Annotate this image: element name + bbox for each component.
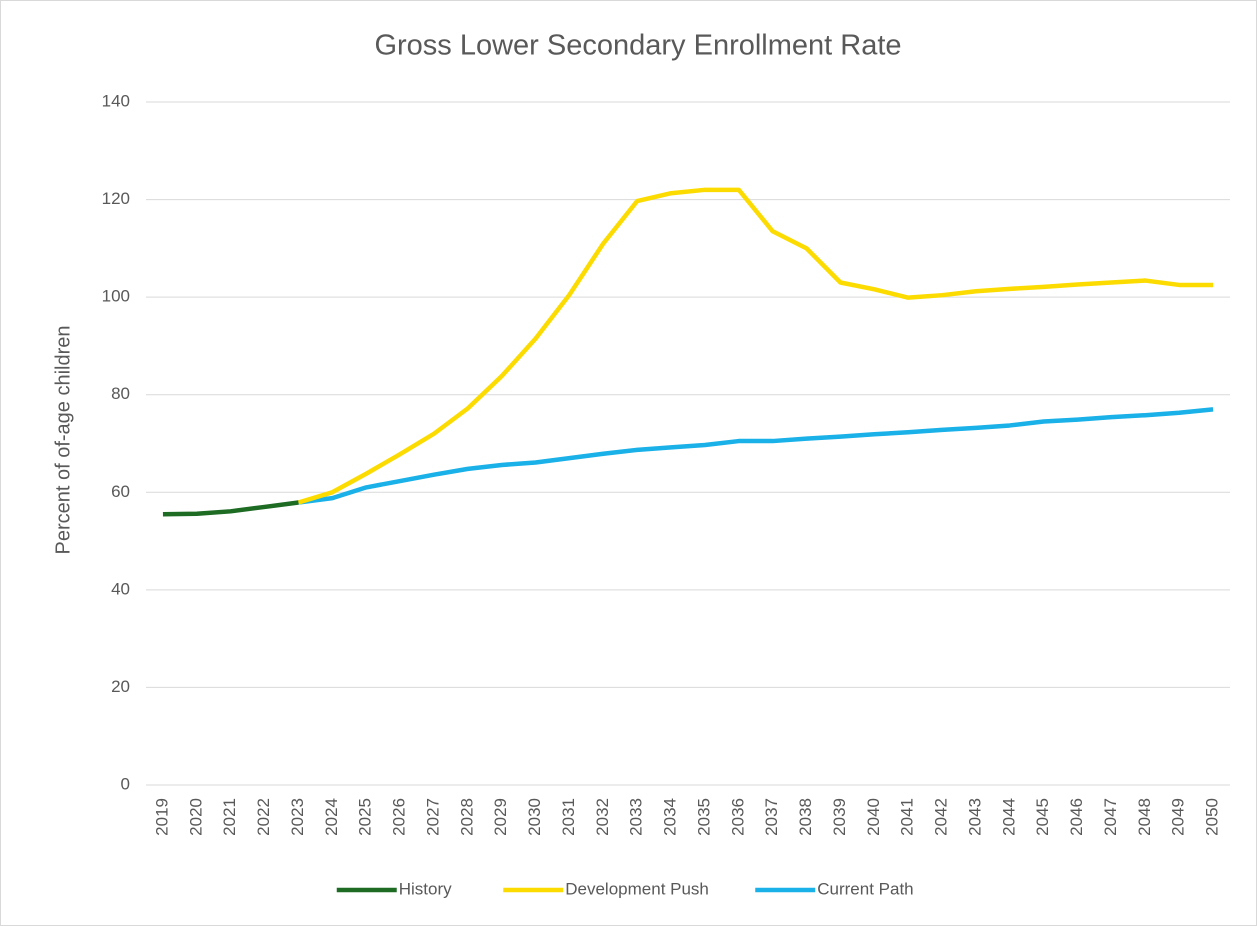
- y-axis-label: Percent of of-age children: [52, 325, 74, 554]
- x-tick-label: 2045: [1033, 798, 1052, 836]
- x-tick-label: 2024: [322, 798, 341, 836]
- x-tick-label: 2043: [965, 798, 984, 836]
- x-tick-label: 2023: [288, 798, 307, 836]
- chart-title: Gross Lower Secondary Enrollment Rate: [374, 30, 901, 62]
- x-tick-label: 2035: [694, 798, 713, 836]
- x-tick-label: 2034: [661, 798, 680, 836]
- y-tick-label: 60: [111, 482, 130, 501]
- y-tick-label: 80: [111, 384, 130, 403]
- y-tick-label: 100: [102, 287, 130, 306]
- x-tick-label: 2025: [356, 798, 375, 836]
- line-series: [297, 187, 1214, 505]
- y-tick-label: 120: [102, 189, 130, 208]
- y-tick-label: 20: [111, 677, 130, 696]
- x-tick-label: 2028: [457, 798, 476, 836]
- x-tick-label: 2033: [627, 798, 646, 836]
- x-tick-label: 2036: [728, 798, 747, 836]
- x-tick-label: 2027: [423, 798, 442, 836]
- x-tick-label: 2037: [762, 798, 781, 836]
- x-tick-label: 2046: [1067, 798, 1086, 836]
- x-tick-label: 2040: [864, 798, 883, 836]
- legend-label: History: [399, 879, 452, 898]
- x-tick-label: 2050: [1203, 798, 1222, 836]
- x-tick-label: 2030: [525, 798, 544, 836]
- x-tick-label: 2042: [932, 798, 951, 836]
- x-tick-label: 2048: [1135, 798, 1154, 836]
- x-tick-label: 2031: [559, 798, 578, 836]
- legend-label: Development Push: [565, 879, 709, 898]
- y-tick-label: 40: [111, 579, 130, 598]
- x-tick-label: 2019: [152, 798, 171, 836]
- x-tick-label: 2049: [1169, 798, 1188, 836]
- x-tick-label: 2032: [593, 798, 612, 836]
- x-tick-label: 2041: [898, 798, 917, 836]
- x-tick-label: 2044: [999, 798, 1018, 836]
- x-tick-label: 2026: [390, 798, 409, 836]
- x-tick-label: 2039: [830, 798, 849, 836]
- x-tick-label: 2029: [491, 798, 510, 836]
- x-tick-label: 2020: [186, 798, 205, 836]
- x-tick-label: 2021: [220, 798, 239, 836]
- x-tick-label: 2022: [254, 798, 273, 836]
- legend-label: Current Path: [817, 879, 913, 898]
- line-series: [298, 407, 1214, 505]
- line-series: [162, 500, 299, 517]
- y-tick-label: 140: [102, 91, 130, 110]
- x-tick-label: 2047: [1101, 798, 1120, 836]
- x-tick-label: 2038: [796, 798, 815, 836]
- y-tick-label: 0: [121, 774, 130, 793]
